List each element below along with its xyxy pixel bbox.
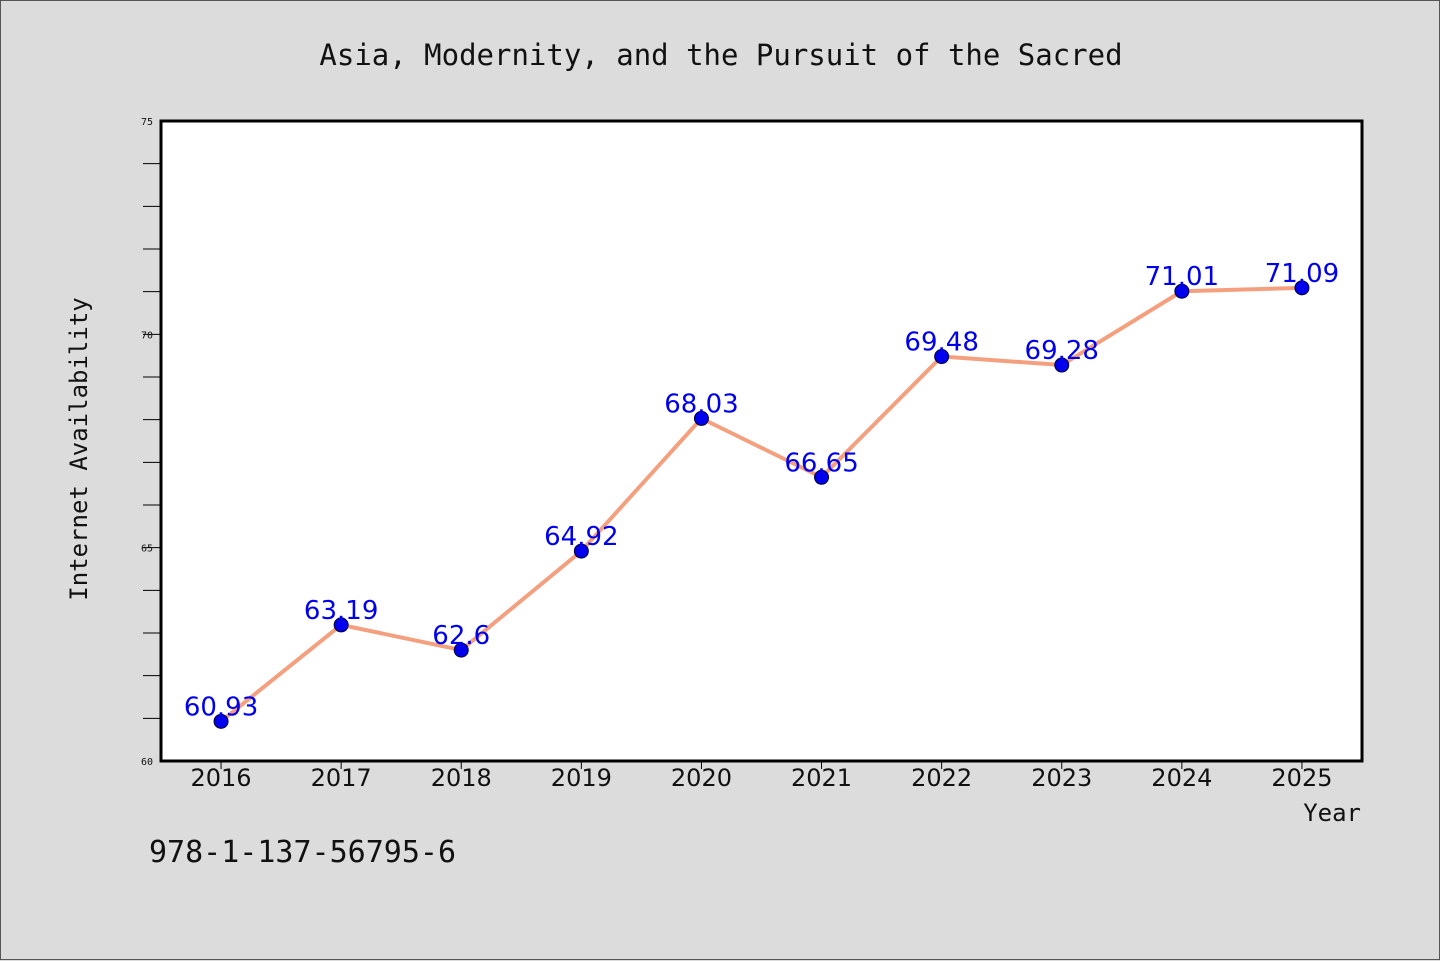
x-axis: 2016 2017 2018 2019 2020 2021 2022 2023 2024 2025 (191, 761, 1332, 792)
y-tick-label: 70 (141, 330, 153, 341)
x-tick-label: 2018 (431, 764, 492, 792)
x-tick-label: 2016 (191, 764, 252, 792)
data-point (1294, 280, 1310, 296)
data-point (333, 617, 349, 633)
y-tick-label: 65 (141, 544, 153, 555)
data-label: 66.65 (784, 448, 858, 478)
x-tick-label: 2023 (1031, 764, 1092, 792)
x-tick-label: 2025 (1271, 764, 1332, 792)
data-point (213, 713, 229, 729)
isbn-text: 978-1-137-56795-6 (149, 835, 457, 870)
data-point (1054, 357, 1070, 373)
series-line (219, 285, 1303, 723)
data-point (814, 469, 830, 485)
data-point (934, 349, 950, 365)
data-point (573, 543, 589, 559)
x-tick-label: 2020 (671, 764, 732, 792)
y-tick-label: 60 (141, 757, 153, 768)
data-label: 64.92 (544, 522, 618, 552)
x-tick-label: 2022 (911, 764, 972, 792)
x-axis-label: Year (1303, 799, 1361, 827)
data-point (453, 642, 469, 658)
data-label: 69.48 (904, 328, 978, 358)
series-internet-availability (213, 280, 1310, 729)
data-point (1174, 283, 1190, 299)
y-tick-label: 75 (141, 117, 153, 128)
data-labels: 60.93 63.19 62.6 64.92 68.03 66.65 69.48 69.28 7… (184, 259, 1339, 722)
x-tick-label: 2017 (311, 764, 372, 792)
data-point (693, 410, 709, 426)
data-label: 71.01 (1145, 262, 1219, 292)
data-label: 62.6 (432, 621, 490, 651)
data-label: 68.03 (664, 389, 738, 419)
data-label: 63.19 (304, 596, 378, 626)
plot-area (159, 119, 1364, 763)
x-tick-label: 2019 (551, 764, 612, 792)
x-tick-label: 2021 (791, 764, 852, 792)
x-tick-label: 2024 (1151, 764, 1212, 792)
y-axis-label: Internet Availability (65, 297, 93, 600)
data-label: 71.09 (1265, 259, 1339, 289)
y-axis: 60 65 70 75 (141, 117, 161, 768)
data-label: 60.93 (184, 692, 258, 722)
data-label: 69.28 (1025, 336, 1099, 366)
chart-title: Asia, Modernity, and the Pursuit of the … (319, 38, 1122, 72)
